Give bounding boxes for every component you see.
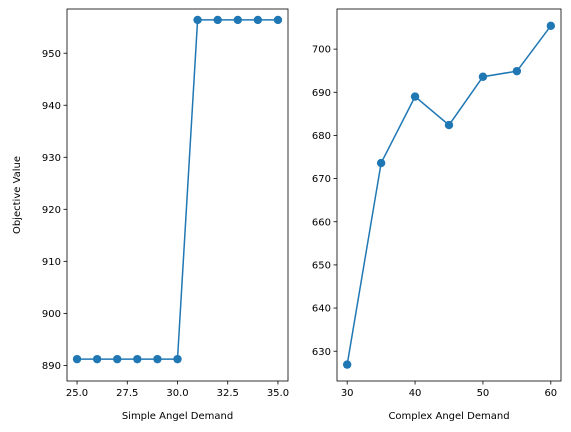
data-point (133, 354, 142, 364)
x-tick-label: 30 (341, 388, 354, 399)
x-axis-label: Simple Angel Demand (122, 411, 233, 422)
data-point (233, 15, 242, 25)
data-point (342, 360, 352, 369)
data-point (173, 354, 182, 364)
y-tick-label: 650 (312, 261, 331, 272)
data-point (512, 66, 522, 76)
x-tick-label: 50 (477, 388, 490, 399)
data-point (72, 354, 82, 364)
x-tick-label: 40 (409, 388, 422, 399)
y-axis-label: Objective Value (12, 156, 23, 234)
x-axis-label: Complex Angel Demand (388, 411, 509, 422)
y-tick-label: 640 (312, 304, 331, 315)
x-tick-label: 25.0 (66, 388, 88, 399)
complex-demand-panel: 30 40 50 60 630 640 650 660 670 680 690 700 Complex … (312, 8, 562, 422)
x-tick-label: 27.5 (116, 388, 138, 399)
data-point (444, 120, 454, 130)
plot-frame (66, 8, 289, 382)
y-tick-label: 890 (42, 361, 61, 372)
y-tick-label: 930 (42, 153, 61, 164)
y-tick-label: 940 (42, 101, 61, 112)
data-point (213, 15, 222, 25)
y-tick-label: 920 (42, 205, 61, 216)
y-tick-label: 680 (312, 131, 331, 142)
y-tick-label: 950 (42, 49, 61, 60)
data-point (376, 158, 386, 168)
x-tick-label: 32.5 (217, 388, 239, 399)
y-tick-label: 690 (312, 88, 331, 99)
data-point (153, 354, 162, 364)
x-tick-label: 30.0 (166, 388, 188, 399)
data-point (113, 354, 122, 364)
data-point (478, 72, 488, 81)
y-tick-label: 700 (312, 45, 331, 56)
series-line (346, 25, 552, 365)
data-point (410, 92, 420, 101)
simple-demand-panel: 25.0 27.5 30.0 32.5 35.0 890 900 910 920 930 940 95… (12, 8, 289, 422)
data-point (546, 21, 556, 31)
data-point (273, 15, 283, 25)
y-tick-label: 670 (312, 174, 331, 185)
x-tick-label: 60 (544, 388, 557, 399)
y-tick-label: 910 (42, 257, 61, 268)
series-line (77, 19, 278, 360)
data-point (92, 354, 102, 364)
data-point (193, 15, 202, 25)
x-tick-label: 35.0 (267, 388, 289, 399)
y-tick-label: 900 (42, 309, 61, 320)
y-tick-label: 630 (312, 347, 331, 358)
y-tick-label: 660 (312, 217, 331, 228)
data-point (253, 15, 263, 25)
plot-frame (336, 8, 562, 382)
